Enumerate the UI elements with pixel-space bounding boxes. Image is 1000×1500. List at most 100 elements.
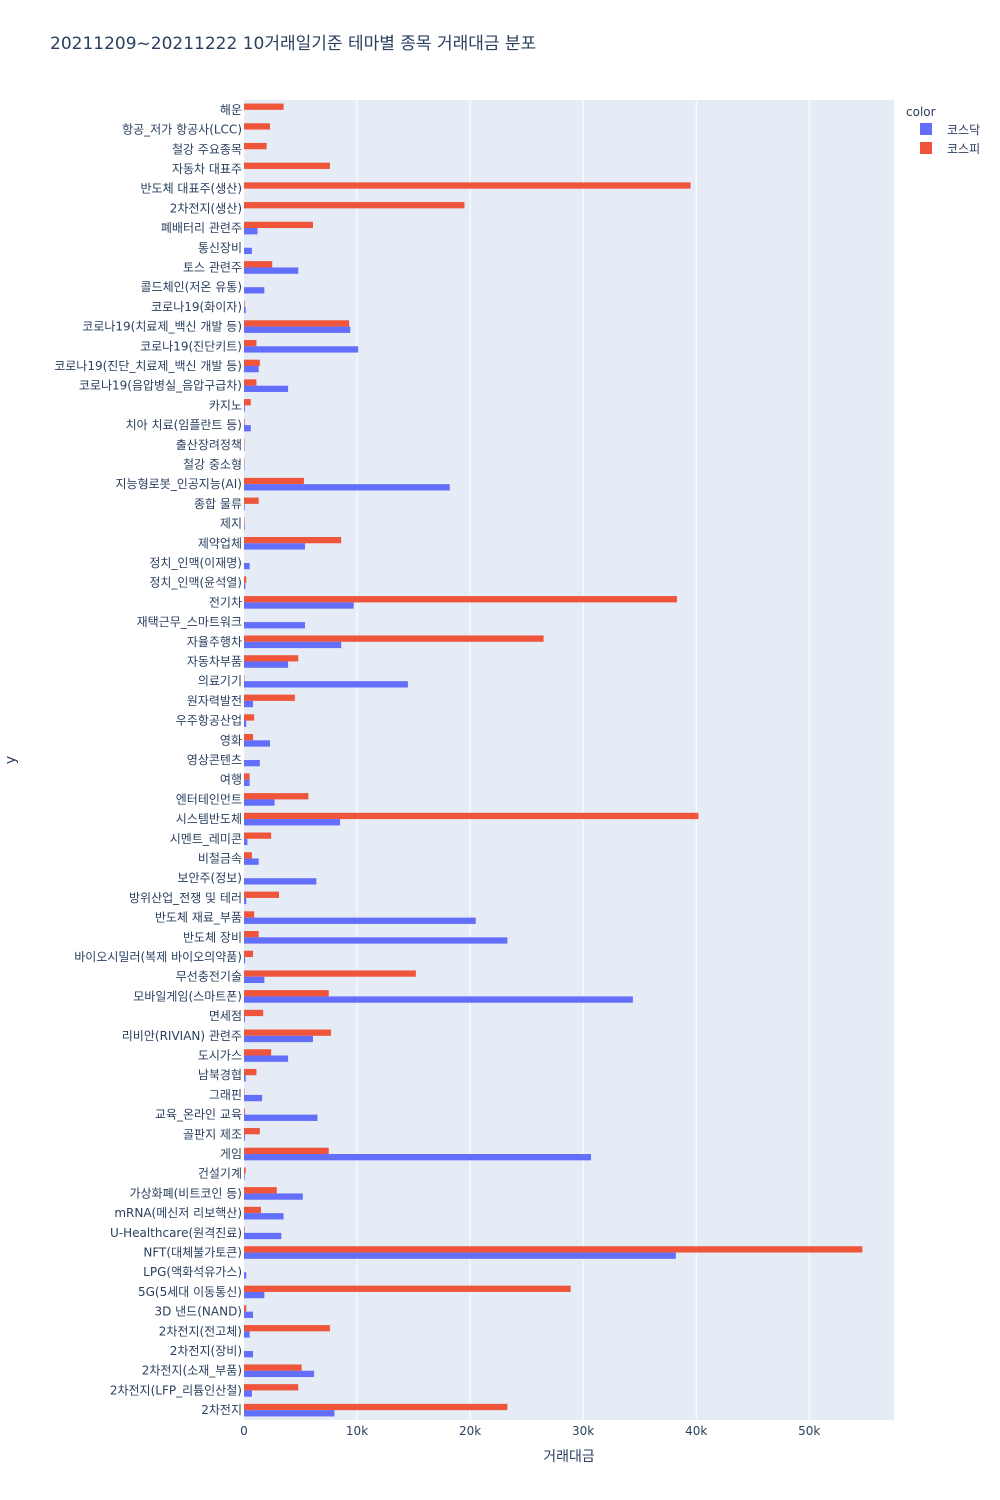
bar-kosdaq bbox=[244, 1193, 303, 1200]
bars bbox=[244, 103, 863, 1417]
bar-kosdaq bbox=[244, 1410, 335, 1417]
bar-kosdaq bbox=[244, 641, 342, 649]
x-gridlines bbox=[356, 100, 810, 1420]
category-label: 보안주(정보) bbox=[177, 871, 242, 885]
bar-kospi bbox=[244, 497, 259, 504]
bar-kospi bbox=[244, 123, 270, 130]
category-label: 통신장비 bbox=[198, 241, 242, 255]
category-label: 시스템반도체 bbox=[176, 812, 242, 826]
bar-kosdaq bbox=[244, 878, 317, 885]
legend-label-kosdaq[interactable]: 코스닥 bbox=[947, 123, 980, 137]
bar-kosdaq bbox=[244, 957, 246, 964]
bar-kospi bbox=[244, 714, 255, 721]
bar-kospi bbox=[244, 261, 273, 268]
bar-kospi bbox=[244, 1226, 245, 1233]
category-label: 골판지 제조 bbox=[183, 1127, 242, 1141]
plot-area bbox=[244, 100, 894, 1420]
bar-kospi bbox=[244, 202, 465, 209]
category-label: 교육_온라인 교육 bbox=[155, 1108, 242, 1122]
bar-kosdaq bbox=[244, 1370, 315, 1378]
bar-kosdaq bbox=[244, 700, 254, 708]
bar-kosdaq bbox=[244, 996, 633, 1003]
bar-kospi bbox=[244, 320, 350, 327]
category-label: 해운 bbox=[220, 103, 242, 117]
bar-kospi bbox=[244, 852, 252, 859]
category-label: 철강 주요종목 bbox=[172, 142, 242, 156]
bar-kosdaq bbox=[244, 661, 289, 668]
category-label: 종합 물류 bbox=[194, 497, 242, 511]
category-label: 코로나19(치료제_백신 개발 등) bbox=[82, 320, 242, 334]
category-label: 비철금속 bbox=[198, 852, 242, 866]
bar-kospi bbox=[244, 1384, 299, 1391]
category-label: 출산장려정책 bbox=[176, 437, 242, 452]
category-label: 의료기기 bbox=[198, 674, 242, 688]
category-label: 반도체 대표주(생산) bbox=[141, 182, 243, 196]
category-label: 코로나19(진단키트) bbox=[140, 339, 242, 353]
category-label: 면세점 bbox=[209, 1009, 242, 1023]
category-label: 코로나19(음압병실_음압구급차) bbox=[79, 379, 242, 393]
bar-kospi bbox=[244, 911, 255, 918]
category-label: 엔터테인먼트 bbox=[176, 792, 242, 806]
category-label: 반도체 장비 bbox=[183, 930, 242, 944]
bar-kosdaq bbox=[244, 720, 247, 727]
bar-kosdaq bbox=[244, 1213, 284, 1220]
bar-kosdaq bbox=[244, 326, 351, 333]
x-tick-label: 50k bbox=[798, 1424, 820, 1438]
category-label: 방위산업_전쟁 및 테러 bbox=[129, 891, 242, 905]
category-label: 카지노 bbox=[209, 398, 242, 412]
bar-kospi bbox=[244, 931, 259, 938]
legend-title: color bbox=[906, 105, 936, 119]
category-label: 바이오시밀러(복제 바이오의약품) bbox=[74, 949, 242, 964]
x-tick-label: 30k bbox=[572, 1424, 594, 1438]
legend-swatch-kosdaq[interactable] bbox=[920, 123, 932, 135]
bar-kospi bbox=[244, 1285, 571, 1292]
legend-label-kospi[interactable]: 코스피 bbox=[947, 142, 980, 156]
bar-kospi bbox=[244, 1108, 245, 1115]
category-label: 영상콘텐츠 bbox=[187, 753, 242, 767]
bar-kosdaq bbox=[244, 425, 251, 432]
category-label: 2차전지 bbox=[201, 1403, 242, 1417]
bar-kospi bbox=[244, 536, 342, 544]
bar-kospi bbox=[244, 1128, 260, 1135]
category-label: 우주항공산업 bbox=[176, 714, 242, 728]
bar-kosdaq bbox=[244, 365, 259, 373]
bar-kospi bbox=[244, 694, 295, 701]
bar-kospi bbox=[244, 891, 280, 898]
bar-kosdaq bbox=[244, 917, 476, 924]
bar-kosdaq bbox=[244, 1272, 247, 1279]
bar-kosdaq bbox=[244, 1173, 245, 1181]
bar-kosdaq bbox=[244, 267, 299, 274]
category-label: 제약업체 bbox=[198, 535, 242, 550]
bar-kospi bbox=[244, 793, 309, 800]
category-label: 여행 bbox=[220, 772, 242, 787]
bar-kospi bbox=[244, 1403, 508, 1411]
category-label: NFT(대체불가토큰) bbox=[143, 1246, 242, 1260]
category-label: U-Healthcare(원격진료) bbox=[110, 1226, 242, 1240]
category-label: 영화 bbox=[220, 733, 242, 747]
bar-kospi bbox=[244, 142, 267, 150]
category-label: mRNA(메신저 리보핵산) bbox=[114, 1206, 242, 1220]
bar-kosdaq bbox=[244, 405, 245, 412]
category-label: 2차전지(생산) bbox=[170, 201, 242, 215]
bar-kospi bbox=[244, 477, 304, 485]
bar-kospi bbox=[244, 162, 330, 169]
bar-kosdaq bbox=[244, 602, 354, 609]
legend-swatch-kospi[interactable] bbox=[920, 142, 932, 154]
bar-kospi bbox=[244, 418, 245, 426]
category-label: 2차전지(소재_부품) bbox=[142, 1364, 242, 1378]
bar-kospi bbox=[244, 635, 544, 642]
category-label: 자율주행차 bbox=[187, 634, 242, 649]
bar-kosdaq bbox=[244, 1252, 676, 1259]
bar-kosdaq bbox=[244, 1390, 252, 1397]
y-axis-label: y bbox=[3, 756, 19, 764]
bar-kospi bbox=[244, 1068, 257, 1076]
bar-kosdaq bbox=[244, 385, 289, 392]
category-label: 모바일게임(스마트폰) bbox=[133, 989, 242, 1003]
category-label: 토스 관련주 bbox=[183, 260, 242, 274]
bar-kosdaq bbox=[244, 740, 270, 747]
category-label: 철강 중소형 bbox=[183, 457, 242, 471]
category-label: 전기차 bbox=[209, 595, 242, 609]
category-label: 가상화폐(비트코인 등) bbox=[129, 1186, 242, 1200]
